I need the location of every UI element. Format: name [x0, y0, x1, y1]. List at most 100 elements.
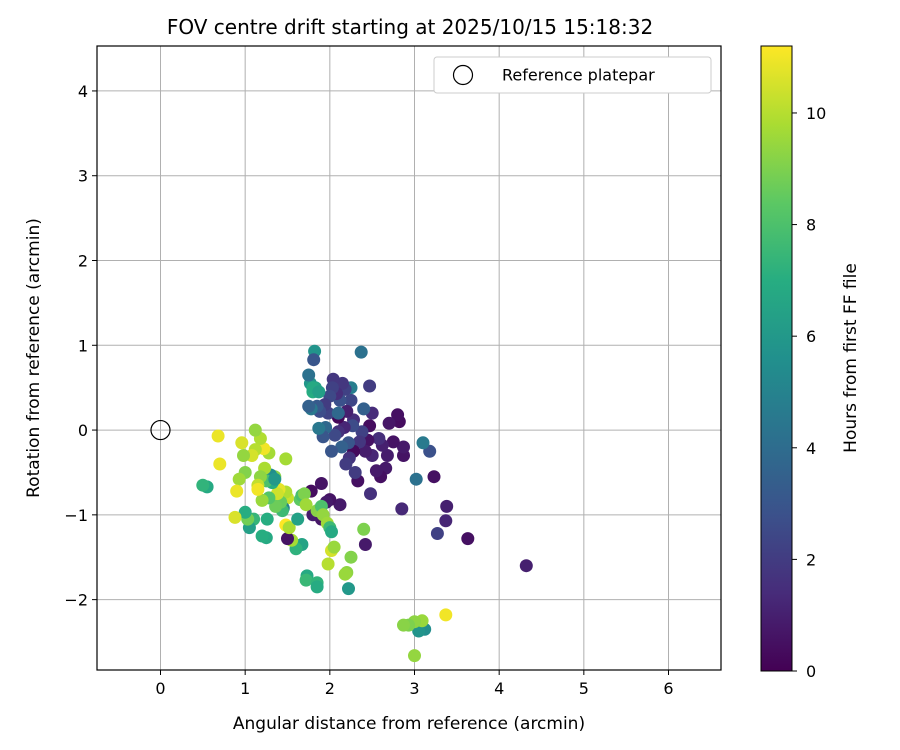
data-point — [297, 487, 311, 501]
x-axis-ticks: 0 1 2 3 4 5 6 — [155, 670, 674, 698]
x-tick-label: 4 — [494, 679, 504, 698]
plot-background — [97, 46, 721, 670]
y-tick-label: −2 — [64, 591, 88, 610]
colorbar-tick-label: 4 — [806, 439, 816, 458]
legend-box — [433, 56, 712, 94]
data-point — [369, 464, 383, 478]
chart-title: FOV centre drift starting at 2025/10/15 … — [167, 15, 653, 39]
data-point — [196, 478, 210, 492]
data-point — [331, 406, 345, 420]
data-point — [357, 522, 371, 536]
data-point — [237, 449, 250, 462]
data-point — [358, 538, 372, 551]
data-point — [439, 514, 453, 528]
colorbar-gradient — [760, 45, 793, 672]
data-point — [302, 368, 316, 382]
colorbar-tick-label: 6 — [806, 327, 816, 346]
data-point — [416, 436, 430, 450]
data-point — [363, 379, 377, 393]
y-axis-label: Rotation from reference (arcmin) — [24, 218, 44, 498]
data-point — [348, 466, 362, 479]
data-point — [299, 498, 313, 512]
data-point — [355, 425, 369, 439]
x-tick-label: 3 — [409, 679, 419, 698]
x-tick-label: 1 — [240, 679, 250, 698]
data-point — [344, 393, 358, 407]
data-point — [321, 557, 335, 571]
data-point — [228, 510, 242, 524]
y-tick-label: 0 — [78, 421, 88, 440]
data-point — [312, 421, 326, 435]
data-points — [196, 344, 533, 663]
data-point — [333, 498, 347, 512]
data-point — [335, 440, 349, 454]
reference-marker — [150, 419, 171, 441]
data-point — [427, 470, 441, 484]
data-point — [354, 345, 368, 359]
data-point — [395, 502, 409, 516]
data-point — [440, 499, 454, 513]
data-point — [213, 457, 227, 471]
data-point — [279, 452, 293, 466]
data-point — [238, 505, 252, 519]
data-point — [291, 512, 305, 526]
x-tick-label: 6 — [663, 679, 673, 698]
data-point — [338, 567, 352, 581]
plot-frame — [96, 45, 722, 671]
data-point — [328, 428, 342, 442]
x-axis-label: Angular distance from reference (arcmin) — [233, 714, 585, 734]
data-point — [344, 550, 358, 564]
data-point — [325, 525, 338, 539]
data-point — [461, 532, 475, 546]
y-tick-label: 3 — [78, 167, 88, 186]
colorbar-tick-label: 0 — [806, 662, 816, 681]
data-point — [281, 532, 294, 546]
data-point — [397, 440, 410, 454]
data-point — [382, 416, 396, 430]
data-point — [386, 435, 400, 449]
data-point — [358, 444, 372, 458]
data-point — [230, 484, 244, 498]
data-point — [408, 649, 421, 663]
data-point — [310, 580, 324, 594]
data-point — [268, 472, 282, 486]
data-point — [342, 582, 355, 596]
colorbar-tick-label: 10 — [806, 104, 826, 123]
x-tick-label: 2 — [325, 679, 335, 698]
legend: Reference platepar — [433, 56, 712, 94]
data-point — [282, 521, 296, 535]
data-point — [312, 385, 326, 399]
y-tick-label: 1 — [78, 336, 88, 355]
data-point — [519, 559, 533, 573]
data-point — [325, 444, 338, 458]
data-point — [397, 618, 410, 632]
data-point — [430, 527, 444, 540]
colorbar: 0 2 4 6 8 10 Hours from first FF file — [760, 45, 861, 681]
x-tick-label: 5 — [579, 679, 589, 698]
data-point — [357, 402, 371, 416]
data-point — [299, 573, 313, 587]
y-axis-ticks: −2 −1 0 1 2 3 4 — [64, 82, 97, 610]
data-point — [391, 408, 405, 422]
data-point — [409, 472, 423, 486]
reference-point — [150, 419, 171, 441]
data-point — [235, 436, 249, 450]
data-point — [372, 432, 386, 445]
data-point — [255, 493, 269, 507]
data-point — [364, 487, 377, 501]
data-point — [302, 399, 316, 413]
data-point — [211, 429, 225, 443]
legend-marker-icon — [452, 64, 474, 86]
data-point — [339, 457, 353, 471]
data-point — [307, 353, 321, 367]
y-tick-label: 2 — [78, 252, 88, 271]
y-tick-label: 4 — [78, 82, 88, 101]
data-point — [314, 477, 328, 490]
data-point — [327, 540, 341, 554]
data-point — [353, 435, 366, 449]
colorbar-tick-label: 2 — [806, 550, 816, 569]
colorbar-ticks: 0 2 4 6 8 10 — [792, 104, 826, 681]
data-point — [248, 423, 262, 437]
y-tick-label: −1 — [64, 506, 88, 525]
